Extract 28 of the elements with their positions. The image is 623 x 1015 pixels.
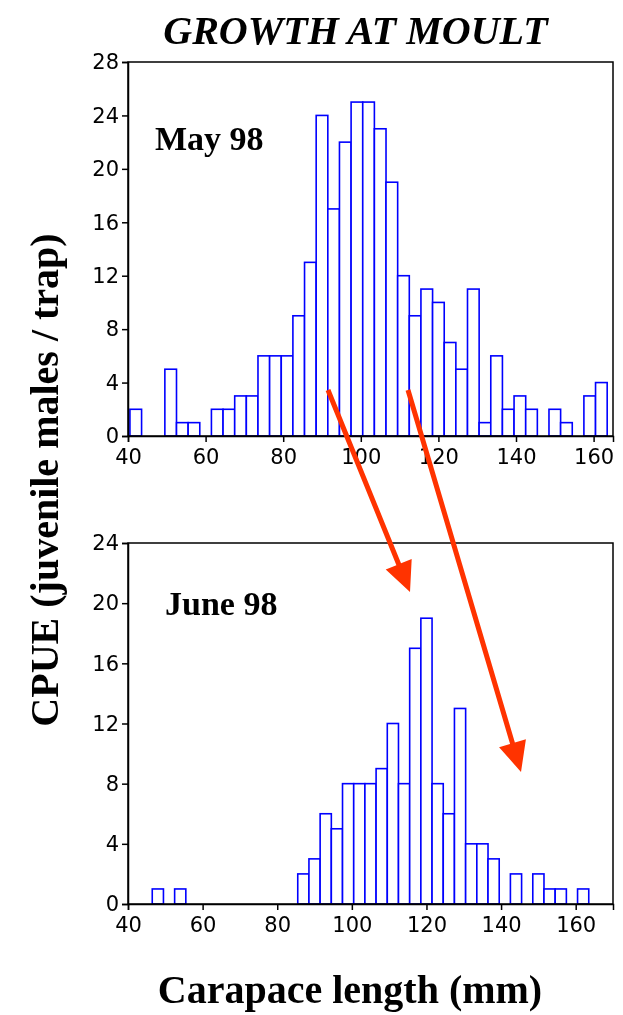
- x-tick-label: 160: [574, 444, 615, 469]
- x-tick-label: 80: [270, 444, 298, 469]
- x-tick-label: 60: [192, 444, 220, 469]
- y-tick-label: 24: [92, 103, 119, 128]
- y-tick-label: 8: [105, 317, 119, 342]
- y-tick-label: 16: [92, 651, 119, 676]
- annotation: June 98: [165, 585, 278, 622]
- y-tick-label: 4: [105, 370, 119, 395]
- y-tick-label: 12: [92, 263, 119, 288]
- y-tick-label: 16: [92, 210, 119, 235]
- x-tick-label: 100: [332, 912, 373, 937]
- y-tick-label: 4: [105, 832, 119, 857]
- y-tick-label: 28: [92, 50, 119, 75]
- y-tick-label: 20: [92, 591, 119, 616]
- y-tick-label: 12: [92, 711, 119, 736]
- x-tick-label: 60: [189, 912, 217, 937]
- x-tick-label: 120: [406, 912, 448, 937]
- x-tick-label: 140: [496, 444, 537, 469]
- chart-title: GROWTH AT MOULT: [163, 8, 550, 53]
- y-tick-label: 24: [92, 531, 119, 556]
- x-axis-title: Carapace length (mm): [157, 967, 543, 1012]
- annotation: May 98: [155, 120, 264, 157]
- y-tick-label: 8: [105, 771, 119, 796]
- y-tick-label: 20: [92, 157, 119, 182]
- x-tick-label: 160: [556, 912, 597, 937]
- y-axis-title: CPUE (juvenile males / trap): [22, 233, 67, 727]
- x-tick-label: 140: [481, 912, 522, 937]
- x-tick-label: 80: [264, 912, 292, 937]
